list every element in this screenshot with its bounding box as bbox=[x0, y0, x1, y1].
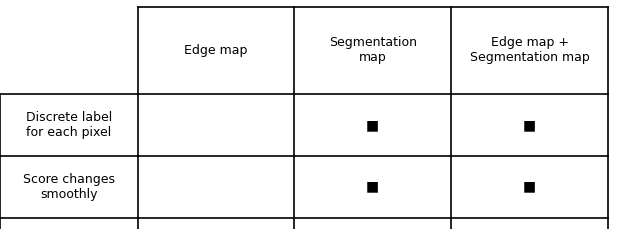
Text: ■: ■ bbox=[366, 180, 380, 194]
Text: Edge map +
Segmentation map: Edge map + Segmentation map bbox=[470, 36, 589, 64]
Text: Edge map: Edge map bbox=[184, 44, 248, 57]
Text: ■: ■ bbox=[523, 180, 536, 194]
Text: ■: ■ bbox=[366, 118, 380, 132]
Text: Discrete label
for each pixel: Discrete label for each pixel bbox=[26, 111, 112, 139]
Text: Score changes
smoothly: Score changes smoothly bbox=[23, 173, 115, 201]
Text: Segmentation
map: Segmentation map bbox=[329, 36, 417, 64]
Text: ■: ■ bbox=[523, 118, 536, 132]
